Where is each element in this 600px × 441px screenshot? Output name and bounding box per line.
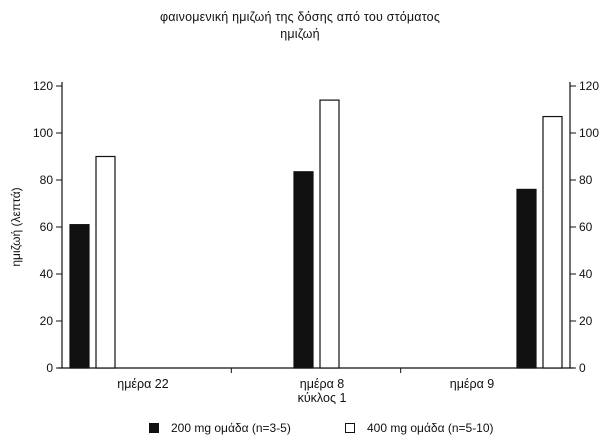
x-category-label: ημέρα 22 <box>117 377 168 391</box>
left-y-tick-label: 80 <box>40 173 54 187</box>
right-y-tick-label: 60 <box>579 220 593 234</box>
x-category-label: ημέρα 8 <box>300 377 345 391</box>
bar-400mg-2 <box>542 115 563 369</box>
chart-title-line-1: φαινομενική ημιζωή της δόσης από του στό… <box>159 10 441 24</box>
right-y-tick-label: 80 <box>579 173 593 187</box>
x-category-label: ημέρα 9 <box>450 377 495 391</box>
legend-label-200mg: 200 mg ομάδα (n=3-5) <box>171 421 291 435</box>
left-y-tick-label: 40 <box>40 267 54 281</box>
legend-item-400mg: 400 mg ομάδα (n=5-10) <box>345 421 494 435</box>
bar-200mg-2 <box>516 188 537 369</box>
chart-bars <box>69 99 563 369</box>
right-y-tick-label: 0 <box>579 361 586 375</box>
bar-400mg-0 <box>95 155 116 369</box>
left-y-tick-label: 0 <box>46 361 53 375</box>
x-category-label: κύκλος 1 <box>298 391 347 405</box>
chart-labels: 0 0 20 20 40 40 60 60 80 80 100 100 120 120 ημιζωή (λε… <box>9 79 599 405</box>
legend-item-200mg: 200 mg ομάδα (n=3-5) <box>149 421 291 435</box>
right-y-tick-label: 120 <box>579 79 599 93</box>
chart-axes <box>56 82 576 373</box>
left-y-tick-label: 120 <box>33 79 53 93</box>
legend-label-400mg: 400 mg ομάδα (n=5-10) <box>367 421 494 435</box>
left-y-tick-label: 60 <box>40 220 54 234</box>
legend-swatch-200mg <box>149 423 159 433</box>
legend-swatch-400mg <box>345 423 355 433</box>
left-y-tick-label: 20 <box>40 314 54 328</box>
chart-title-line-2: ημιζωή <box>280 27 320 41</box>
bar-200mg-0 <box>69 224 90 369</box>
right-y-tick-label: 100 <box>579 126 599 140</box>
right-y-tick-label: 40 <box>579 267 593 281</box>
bar-200mg-1 <box>293 171 314 369</box>
left-y-tick-label: 100 <box>33 126 53 140</box>
bar-400mg-1 <box>319 99 340 369</box>
right-y-tick-label: 20 <box>579 314 593 328</box>
bar-chart: 0 0 20 20 40 40 60 60 80 80 100 100 120 120 ημιζωή (λε… <box>9 79 599 405</box>
y-axis-title: ημιζωή (λεπτά) <box>9 187 23 266</box>
chart-legend: 200 mg ομάδα (n=3-5) 400 mg ομάδα (n=5-1… <box>0 421 600 437</box>
